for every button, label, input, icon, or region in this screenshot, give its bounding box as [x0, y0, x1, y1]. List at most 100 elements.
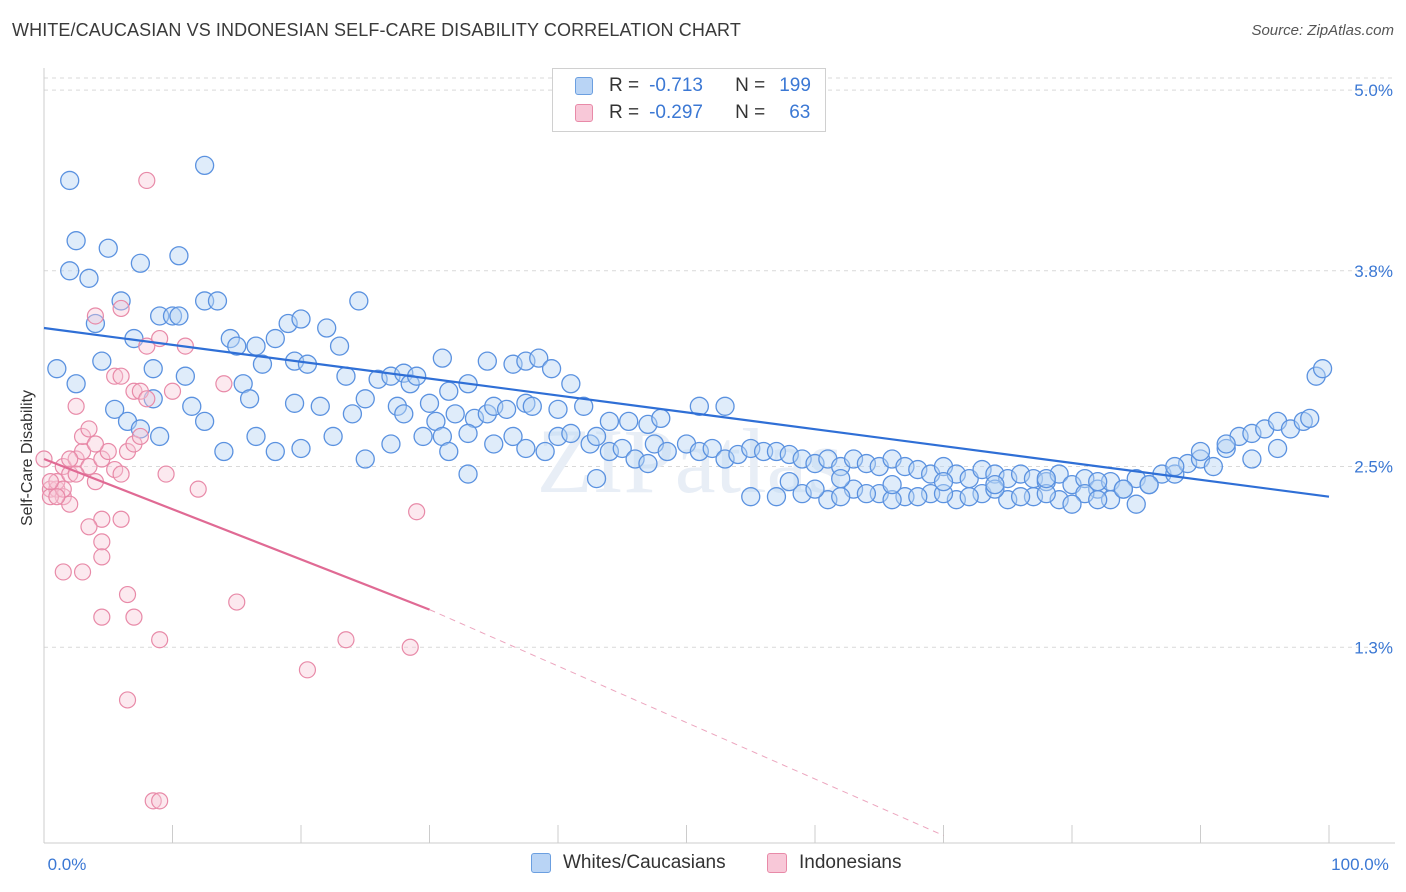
- data-point-whites: [702, 438, 722, 459]
- data-point-whites: [342, 404, 363, 424]
- data-point-indonesians: [151, 631, 169, 649]
- data-point-whites: [1203, 456, 1223, 477]
- data-point-whites: [47, 359, 67, 379]
- data-point-indonesians: [401, 638, 419, 656]
- data-point-indonesians: [112, 465, 130, 483]
- data-point-whites: [586, 426, 607, 447]
- data-point-indonesians: [138, 171, 156, 190]
- data-point-whites: [387, 396, 408, 416]
- data-point-indonesians: [131, 427, 149, 446]
- data-point-indonesians: [337, 631, 355, 649]
- data-point-indonesians: [61, 495, 79, 513]
- data-point-whites: [317, 318, 337, 338]
- data-point-whites: [831, 468, 851, 489]
- data-point-indonesians: [157, 465, 175, 483]
- data-point-whites: [779, 471, 799, 492]
- data-point-indonesians: [54, 563, 72, 581]
- y-tick-label: 2.5%: [1354, 458, 1393, 477]
- r-label: R =: [609, 102, 640, 123]
- data-point-indonesians: [73, 442, 92, 461]
- data-point-whites: [619, 411, 639, 432]
- data-point-whites: [329, 336, 350, 356]
- data-point-whites: [805, 479, 825, 499]
- data-point-whites: [503, 426, 523, 447]
- data-point-indonesians: [67, 397, 85, 415]
- data-point-whites: [1010, 487, 1031, 507]
- data-point-indonesians: [118, 691, 137, 709]
- y-tick-label: 3.8%: [1354, 262, 1393, 281]
- pink-swatch-icon: [575, 104, 593, 122]
- blue-swatch-icon: [575, 77, 593, 95]
- data-point-whites: [657, 441, 677, 462]
- data-point-indonesians: [41, 473, 60, 491]
- data-point-whites: [92, 351, 112, 371]
- data-point-indonesians: [112, 510, 130, 528]
- data-point-whites: [182, 396, 202, 416]
- data-point-whites: [194, 155, 215, 176]
- data-point-whites: [400, 374, 420, 394]
- data-point-whites: [336, 366, 356, 386]
- data-point-indonesians: [73, 563, 92, 581]
- data-point-indonesians: [298, 661, 317, 679]
- chart-title: WHITE/CAUCASIAN VS INDONESIAN SELF-CARE …: [12, 20, 741, 40]
- data-point-whites: [477, 404, 497, 424]
- data-point-indonesians: [189, 480, 207, 498]
- data-point-indonesians: [80, 420, 98, 438]
- data-point-indonesians: [80, 457, 98, 476]
- data-point-whites: [1113, 479, 1134, 499]
- data-point-whites: [458, 423, 478, 444]
- legend-row-whites: R = -0.713 N = 199: [575, 75, 811, 97]
- data-point-whites: [220, 328, 240, 349]
- data-point-indonesians: [228, 593, 246, 611]
- data-point-indonesians: [163, 382, 182, 400]
- data-point-whites: [496, 399, 517, 419]
- data-point-whites: [1242, 449, 1262, 469]
- data-point-whites: [766, 487, 787, 507]
- r-value: -0.713: [649, 75, 703, 96]
- data-point-whites: [985, 479, 1005, 499]
- tick-labels: 1.3% 2.5% 3.8% 5.0% 0.0% 100.0%: [48, 81, 1393, 874]
- data-point-indonesians: [144, 792, 162, 810]
- data-point-whites: [355, 449, 375, 469]
- data-point-whites: [1300, 408, 1320, 429]
- data-point-whites: [66, 231, 86, 251]
- data-point-whites: [143, 359, 163, 379]
- data-point-whites: [175, 366, 196, 386]
- data-point-whites: [741, 487, 761, 507]
- pink-swatch-icon: [767, 853, 787, 873]
- data-point-whites: [1088, 490, 1108, 510]
- data-point-indonesians: [112, 299, 130, 318]
- data-point-indonesians: [112, 367, 130, 385]
- data-point-whites: [284, 393, 305, 413]
- data-point-whites: [933, 471, 954, 492]
- legend-label-whites: Whites/Caucasians: [563, 852, 726, 873]
- data-point-whites: [1036, 484, 1056, 504]
- data-point-indonesians: [93, 510, 111, 528]
- data-point-whites: [535, 441, 555, 462]
- data-point-indonesians: [61, 450, 79, 468]
- data-point-whites: [651, 408, 671, 429]
- data-point-whites: [60, 261, 80, 281]
- data-point-whites: [349, 291, 369, 311]
- data-point-indonesians: [41, 488, 60, 506]
- series-whites-caucasians: [47, 155, 1333, 514]
- legend-row-indonesians: R = -0.297 N = 63: [575, 102, 810, 124]
- data-point-whites: [227, 336, 247, 356]
- data-point-indonesians: [125, 608, 143, 626]
- data-point-whites: [162, 306, 183, 326]
- data-point-indonesians: [80, 518, 98, 536]
- data-point-whites: [323, 426, 343, 447]
- data-point-whites: [419, 393, 440, 413]
- data-point-indonesians: [151, 792, 169, 810]
- data-point-whites: [413, 426, 433, 447]
- data-point-whites: [310, 396, 330, 416]
- data-point-whites: [439, 441, 459, 462]
- data-point-whites: [574, 396, 594, 416]
- data-point-whites: [477, 351, 497, 371]
- data-point-whites: [1036, 468, 1056, 489]
- data-point-whites: [394, 404, 414, 424]
- n-label: N =: [735, 102, 766, 123]
- data-point-whites: [522, 396, 542, 416]
- data-point-whites: [1126, 494, 1146, 514]
- data-point-whites: [561, 423, 581, 444]
